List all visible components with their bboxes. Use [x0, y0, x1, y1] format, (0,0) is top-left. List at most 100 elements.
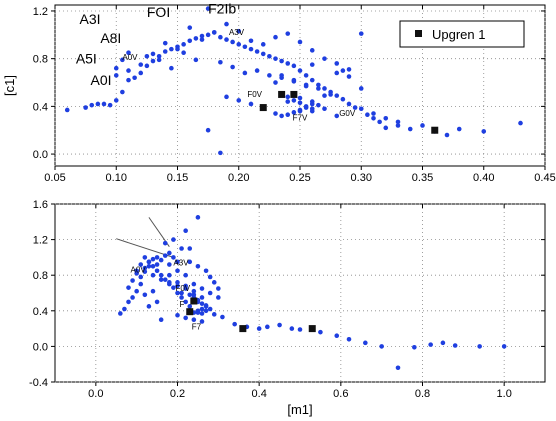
data-point	[150, 272, 156, 278]
data-point	[187, 292, 193, 298]
data-point	[187, 25, 193, 30]
data-point	[134, 288, 139, 294]
annotation-label: F	[180, 300, 185, 309]
data-point	[207, 306, 213, 312]
data-point	[175, 283, 180, 289]
data-point	[371, 111, 376, 116]
annotation-label: A0V	[131, 266, 147, 275]
data-point	[83, 105, 88, 110]
data-point	[171, 237, 176, 242]
annotation-label: A3V	[229, 28, 245, 37]
annotation-label: F7V	[293, 114, 308, 123]
data-point	[205, 6, 211, 11]
data-point	[154, 299, 160, 305]
data-point	[277, 322, 282, 328]
data-point	[193, 36, 199, 41]
data-point	[175, 312, 180, 318]
bottom-chart: 0.0 0.2 0.4 0.6 0.8 1.0 -0.4 0.0 0.4 0.8 1.2 1.6 A0V…	[29, 199, 546, 417]
data-point	[142, 265, 148, 271]
data-point	[175, 259, 180, 265]
data-point	[211, 280, 217, 285]
data-point	[279, 58, 284, 64]
data-point	[218, 59, 223, 65]
data-point	[256, 326, 262, 331]
data-point	[420, 123, 425, 128]
data-point	[183, 228, 188, 233]
data-point	[289, 326, 295, 331]
data-point	[481, 129, 487, 134]
x-tick-label: 0.45	[534, 172, 555, 184]
data-point	[248, 101, 254, 107]
data-point	[224, 94, 229, 100]
data-point	[156, 57, 162, 63]
data-point	[187, 304, 193, 309]
data-point	[273, 34, 278, 40]
data-point	[138, 70, 144, 76]
data-point	[407, 126, 413, 132]
data-point	[358, 106, 364, 112]
data-point	[236, 98, 242, 103]
data-point	[162, 240, 168, 246]
data-point	[297, 68, 303, 73]
data-point	[162, 253, 168, 258]
data-point	[318, 329, 323, 335]
data-point	[316, 82, 321, 88]
data-point	[232, 321, 237, 327]
data-point	[175, 280, 180, 285]
data-point	[291, 77, 297, 83]
data-point	[126, 77, 131, 83]
x-tick-label: 0.05	[44, 172, 65, 184]
data-point	[216, 295, 221, 300]
data-point	[340, 96, 346, 102]
y-tick-label: 0.4	[33, 101, 48, 113]
data-point	[303, 105, 309, 110]
data-point	[383, 125, 389, 131]
data-point	[162, 49, 168, 54]
data-point	[220, 314, 225, 320]
x-tick-label: 0.4	[252, 388, 267, 400]
data-point	[95, 101, 101, 107]
plot-area	[54, 203, 546, 383]
data-point	[132, 75, 137, 81]
data-point	[291, 63, 297, 69]
data-point	[440, 340, 446, 346]
data-point	[162, 277, 168, 282]
data-point	[134, 271, 139, 276]
data-point	[303, 83, 309, 89]
y-tick-label: 0.0	[33, 341, 48, 353]
data-point	[199, 311, 205, 316]
data-point	[107, 102, 113, 108]
data-point	[322, 93, 327, 98]
legend-label: Upgren 1	[432, 27, 485, 42]
y-tick-label: 1.2	[33, 235, 48, 247]
data-point	[395, 365, 401, 371]
data-point	[501, 344, 507, 349]
data-point	[340, 68, 346, 73]
data-point	[291, 110, 297, 115]
data-point	[203, 303, 209, 308]
data-point	[158, 257, 164, 263]
legend-marker	[415, 30, 422, 37]
data-point	[297, 39, 303, 45]
data-point	[322, 106, 327, 112]
data-point-square	[186, 308, 194, 316]
data-point	[242, 70, 248, 76]
data-point	[207, 290, 213, 296]
data-point	[156, 53, 162, 59]
data-point	[144, 53, 150, 59]
data-point	[120, 57, 125, 63]
data-point	[150, 288, 156, 294]
data-point	[273, 111, 278, 116]
data-point	[167, 262, 172, 267]
data-point	[377, 119, 382, 125]
data-point	[126, 299, 131, 305]
data-point	[334, 333, 340, 339]
data-point	[322, 86, 327, 91]
data-point	[291, 98, 297, 103]
data-point	[395, 123, 401, 128]
annotation-label: F7	[192, 322, 202, 331]
data-point	[285, 31, 291, 36]
data-point	[64, 107, 70, 113]
data-point	[187, 38, 193, 44]
